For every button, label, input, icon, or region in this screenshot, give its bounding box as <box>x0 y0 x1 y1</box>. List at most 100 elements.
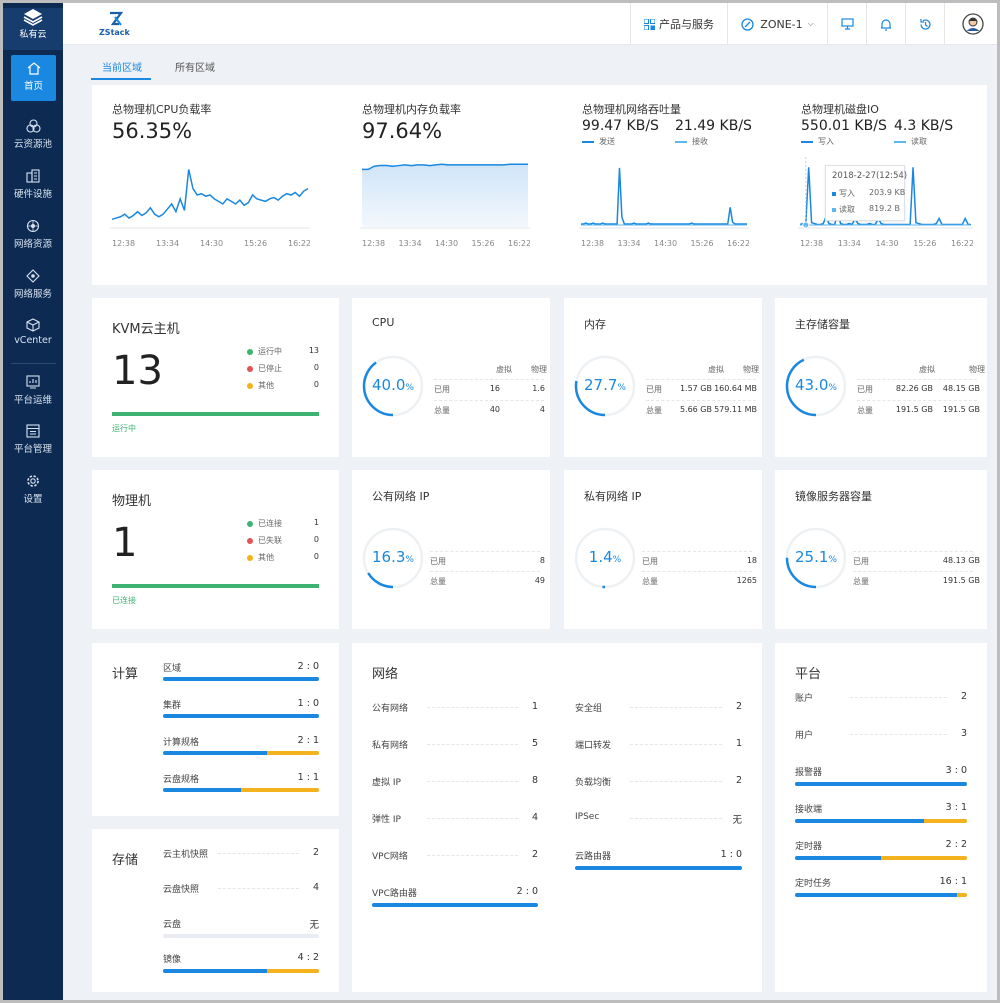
physical-host-card[interactable]: 物理机 1 已连接 已连接 1 已失联 0 其他 0 <box>92 470 339 629</box>
row-divider <box>430 551 540 552</box>
bar-fill-secondary <box>924 819 967 823</box>
status-label: 运行中 <box>258 347 282 356</box>
network-send-value: 99.47 KB/S <box>582 118 659 134</box>
stat-row[interactable]: 弹性 IP 4 <box>372 812 538 849</box>
stat-row[interactable]: 云盘 无 <box>163 917 319 952</box>
chart-tick-label: 16:22 <box>508 239 530 247</box>
stat-row[interactable]: 安全组 2 <box>575 701 742 738</box>
sidebar-item-home[interactable]: 首页 <box>11 55 56 101</box>
stat-row[interactable]: 报警器 3 : 0 <box>795 765 967 802</box>
stat-row[interactable]: 云路由器 1 : 0 <box>575 849 742 886</box>
console-button[interactable] <box>827 3 866 45</box>
stat-row[interactable]: 接收端 3 : 1 <box>795 802 967 839</box>
row-divider <box>850 697 947 698</box>
row-divider <box>427 818 518 819</box>
stat-row[interactable]: VPC路由器 2 : 0 <box>372 886 538 923</box>
usage-ring-arc <box>785 527 847 589</box>
stat-row[interactable]: 云盘规格 1 : 1 <box>163 772 319 802</box>
stat-label: 云主机快照 <box>163 850 209 860</box>
used-total-value: 191.5 GB <box>942 576 980 585</box>
stat-row[interactable]: 区域 2 : 0 <box>163 661 319 691</box>
sidebar-item-cloud-pool[interactable]: 云资源池 <box>3 119 63 150</box>
status-legend-item: 已停止 <box>247 363 319 374</box>
usage-ring-arc <box>574 527 636 589</box>
stat-row[interactable]: 用户 3 <box>795 728 967 765</box>
public-ip-capacity-card[interactable]: 公有网络 IP 16.3% 已用 8 总量 49 <box>352 470 550 629</box>
private-ip-capacity-card[interactable]: 私有网络 IP 1.4% 已用 18 总量 1265 <box>564 470 762 629</box>
stat-row[interactable]: 定时任务 16 : 1 <box>795 876 967 913</box>
notifications-button[interactable] <box>866 3 905 45</box>
sidebar-item-ops[interactable]: 平台运维 <box>3 375 63 406</box>
stat-row[interactable]: 集群 1 : 0 <box>163 698 319 728</box>
row-divider <box>630 744 722 745</box>
memory-load-chart[interactable]: 12:38 13:34 14:30 15:26 16:22 <box>360 157 530 247</box>
sidebar-item-label: 云资源池 <box>13 139 52 150</box>
physical-value: 191.5 GB <box>942 405 980 414</box>
products-services-menu[interactable]: 产品与服务 <box>630 3 727 45</box>
memory-capacity-card[interactable]: 内存 27.7% 虚拟 物理 已用 1.57 GB 160.64 MB 总量 5.66 GB 57… <box>564 298 762 457</box>
settings-icon <box>27 475 39 487</box>
row-divider <box>853 571 973 572</box>
row-divider <box>642 551 752 552</box>
kvm-vm-card[interactable]: KVM云主机 13 运行中 运行中 13 已停止 0 其他 0 <box>92 298 339 457</box>
brand[interactable]: 私有云 <box>3 8 63 50</box>
network-throughput-chart[interactable]: 12:38 13:34 14:30 15:26 16:22 <box>579 157 749 247</box>
virtual-value: 82.26 GB <box>895 384 933 393</box>
row-divider <box>853 551 973 552</box>
zone-selector[interactable]: ZONE-1 ⌵ <box>727 3 827 45</box>
chart-tick-label: 12:38 <box>362 239 385 247</box>
sidebar-item-network-resource[interactable]: 网络资源 <box>3 219 63 250</box>
stat-row[interactable]: 虚拟 IP 8 <box>372 775 538 812</box>
stat-row[interactable]: 端口转发 1 <box>575 738 742 775</box>
sidebar-item-management[interactable]: 平台管理 <box>3 424 63 455</box>
row-divider <box>218 888 299 889</box>
stat-row[interactable]: IPSec 无 <box>575 812 742 849</box>
tab-current-zone[interactable]: 当前区域 <box>102 63 142 74</box>
ops-icon <box>26 375 40 389</box>
stat-label: 集群 <box>163 701 182 711</box>
sidebar-item-network-service[interactable]: 网络服务 <box>3 269 63 300</box>
stat-row[interactable]: 公有网络 1 <box>372 701 538 738</box>
host-status-label: 已连接 <box>112 596 136 605</box>
primary-storage-capacity-card[interactable]: 主存储容量 43.0% 虚拟 物理 已用 82.26 GB 48.15 GB 总量 191.5 … <box>775 298 987 457</box>
bar-fill-primary <box>795 893 957 897</box>
stat-row[interactable]: 计算规格 2 : 1 <box>163 735 319 765</box>
cpu-capacity-card[interactable]: CPU 40.0% 虚拟 物理 已用 16 1.6 总量 40 4 <box>352 298 550 457</box>
status-legend-item: 其他 <box>247 380 319 391</box>
chart-series-line <box>111 169 309 221</box>
sidebar-item-settings[interactable]: 设置 <box>3 474 63 505</box>
stat-row[interactable]: 私有网络 5 <box>372 738 538 775</box>
sidebar-item-vcenter[interactable]: vCenter <box>3 318 63 346</box>
stat-row[interactable]: VPC网络 2 <box>372 849 538 886</box>
row-divider <box>850 734 947 735</box>
zstack-logo[interactable]: ZStack <box>97 11 137 39</box>
stat-value: 无 <box>732 815 742 826</box>
status-count: 0 <box>313 535 319 544</box>
stat-label: 负载均衡 <box>575 778 612 788</box>
row-divider <box>646 379 756 380</box>
image-storage-title: 镜像服务器容量 <box>795 490 872 503</box>
stat-row[interactable]: 账户 2 <box>795 691 967 728</box>
history-button[interactable] <box>905 3 944 45</box>
stat-label: 虚拟 IP <box>372 778 401 788</box>
status-dot <box>247 554 253 561</box>
stat-row[interactable]: 定时器 2 : 2 <box>795 839 967 876</box>
bar-fill-primary <box>795 856 881 860</box>
user-avatar-button[interactable] <box>944 3 997 45</box>
status-label: 已连接 <box>258 519 282 528</box>
image-storage-capacity-card[interactable]: 镜像服务器容量 25.1% 已用 48.13 GB 总量 191.5 GB <box>775 470 987 629</box>
stat-row[interactable]: 镜像 4 : 2 <box>163 952 319 987</box>
stat-row[interactable]: 云主机快照 2 <box>163 847 319 882</box>
stat-row[interactable]: 负载均衡 2 <box>575 775 742 812</box>
sidebar-item-hardware[interactable]: 硬件设施 <box>3 169 63 200</box>
brand-label: 私有云 <box>19 30 47 40</box>
disk-io-chart[interactable]: 12:38 13:34 14:30 15:26 16:22 <box>798 157 973 247</box>
stat-label: 私有网络 <box>372 741 409 751</box>
row-label: 总量 <box>642 577 658 586</box>
stat-row[interactable]: 云盘快照 4 <box>163 882 319 917</box>
tab-all-zones[interactable]: 所有区域 <box>175 63 215 74</box>
stat-value: 2 <box>531 849 538 860</box>
cpu-load-chart[interactable]: 12:38 13:34 14:30 15:26 16:22 <box>110 157 310 247</box>
status-count: 0 <box>313 380 319 389</box>
row-label: 已用 <box>430 557 446 566</box>
